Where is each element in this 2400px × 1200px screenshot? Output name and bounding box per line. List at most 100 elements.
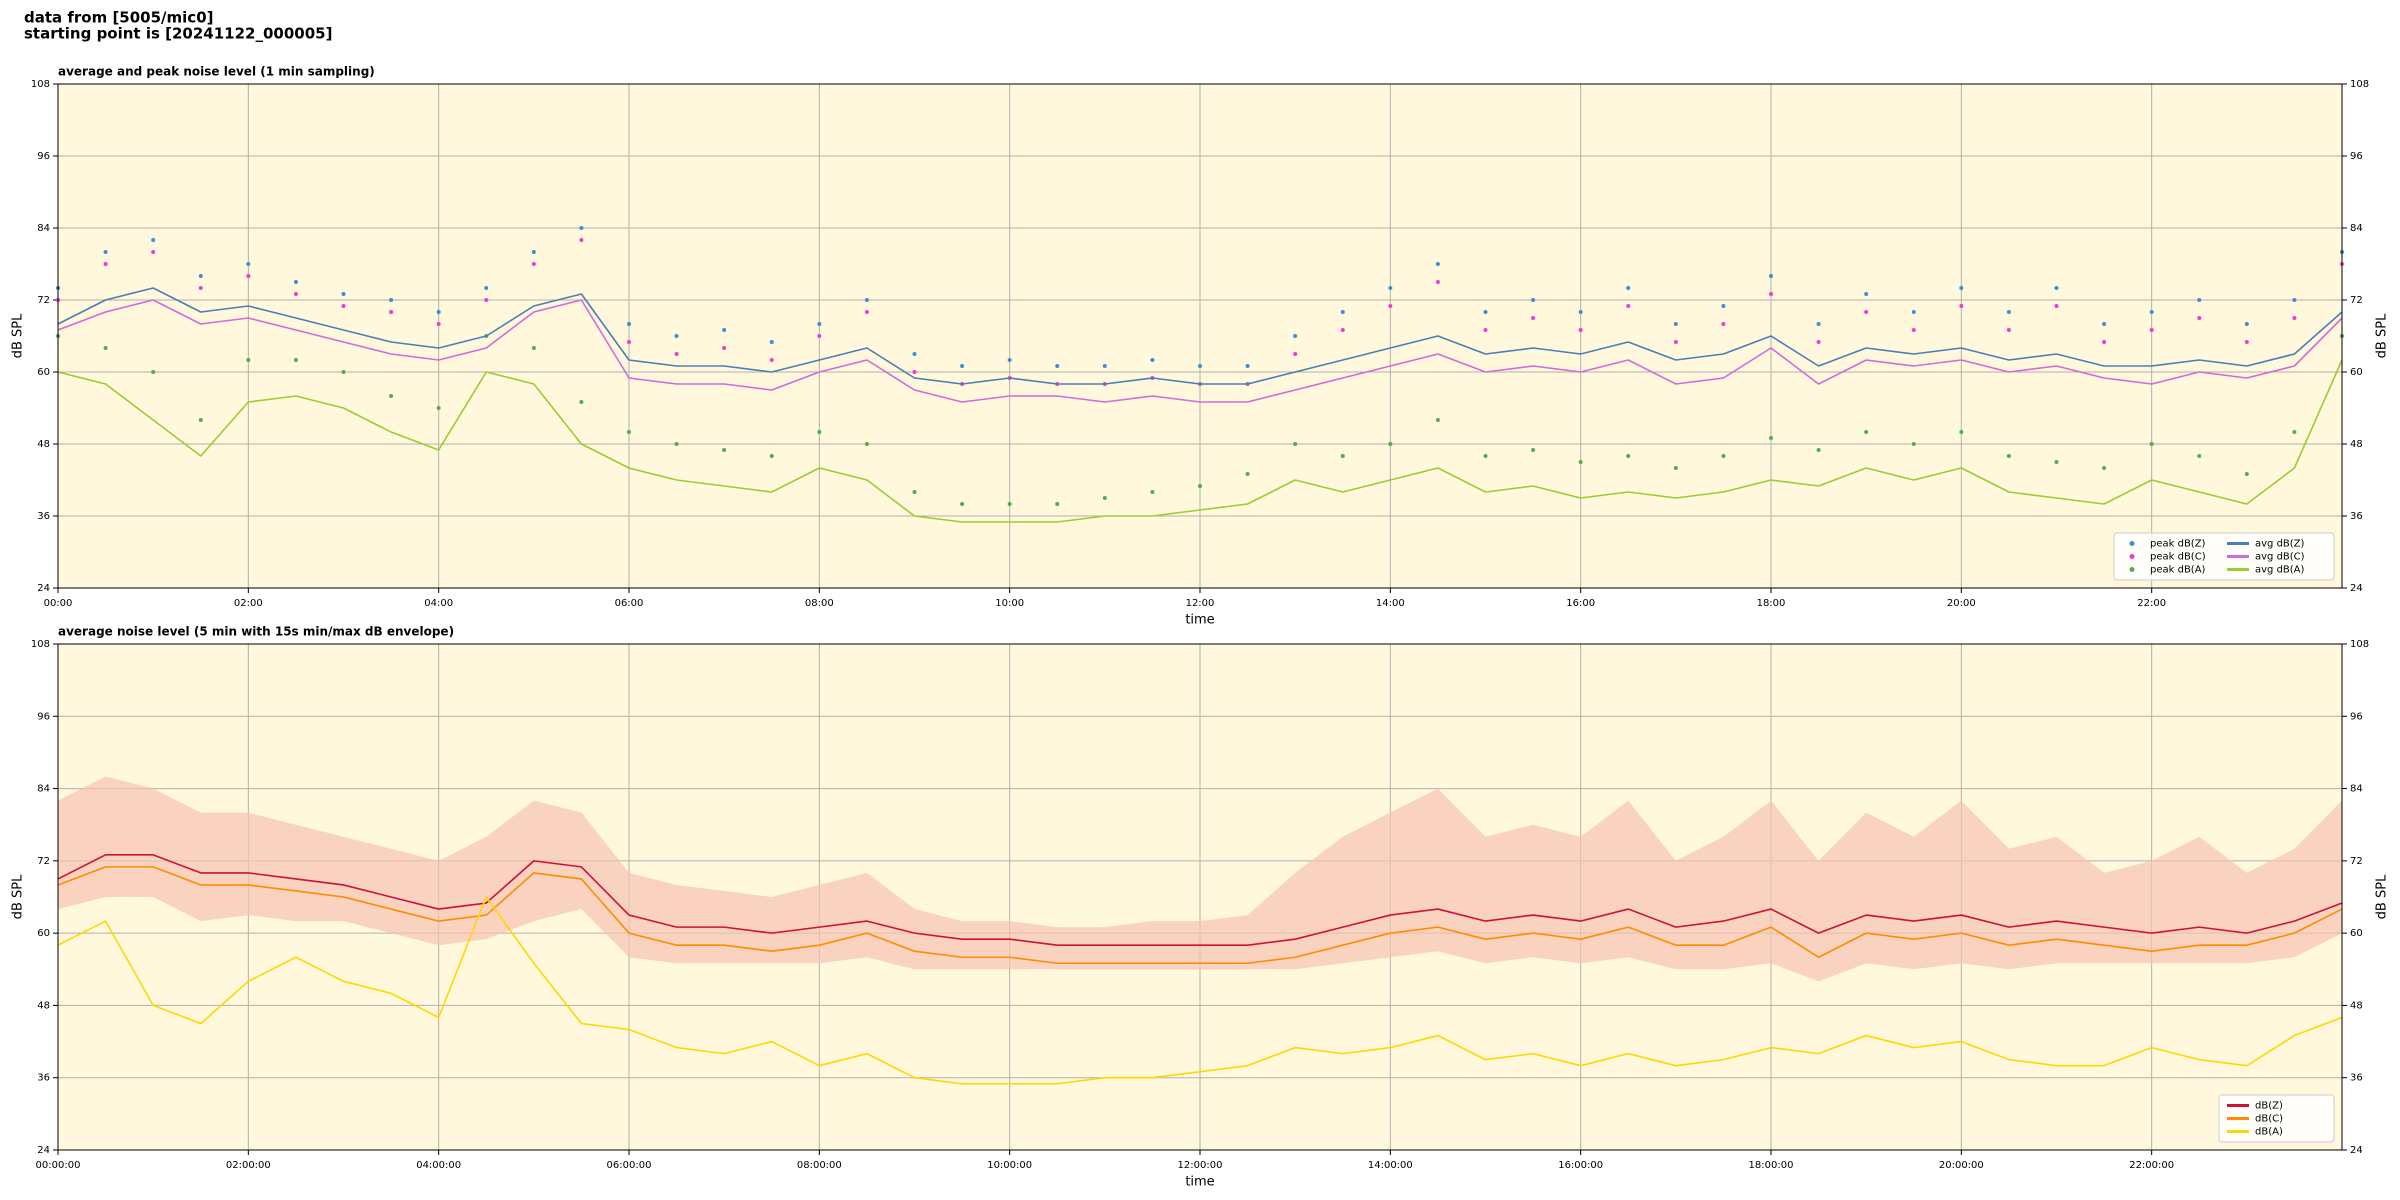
peak-point — [293, 358, 298, 362]
peak-point — [1673, 340, 1678, 344]
peak-point — [1340, 310, 1345, 314]
y2-tick-label: 48 — [2350, 439, 2363, 450]
peak-point — [1578, 328, 1583, 332]
legend-label: peak dB(A) — [2150, 565, 2206, 576]
y2-tick-label: 72 — [2350, 856, 2363, 867]
peak-point — [1150, 490, 1155, 494]
peak-point — [389, 310, 394, 314]
header-line: data from [5005/mic0] — [24, 9, 214, 27]
peak-point — [1626, 286, 1631, 290]
legend-label: avg dB(C) — [2255, 552, 2305, 563]
peak-point — [1388, 286, 1393, 290]
peak-point — [1911, 442, 1916, 446]
peak-point — [1055, 502, 1060, 506]
peak-point — [198, 274, 203, 278]
peak-point — [1864, 310, 1869, 314]
peak-point — [103, 346, 108, 350]
y-tick-label: 48 — [37, 1000, 50, 1011]
y2-tick-label: 84 — [2350, 784, 2363, 795]
peak-point — [2006, 454, 2011, 458]
peak-point — [341, 292, 346, 296]
peak-point — [1435, 262, 1440, 266]
peak-point — [1959, 286, 1964, 290]
chart: average noise level (5 min with 15s min/… — [11, 625, 2390, 1190]
peak-point — [769, 454, 774, 458]
peak-point — [1769, 436, 1773, 440]
peak-point — [1959, 430, 1964, 434]
y-axis-label: dB SPL — [11, 313, 26, 358]
peak-point — [2197, 316, 2202, 320]
peak-point — [722, 328, 727, 332]
x-tick-label: 20:00 — [1947, 598, 1976, 609]
x-tick-label: 10:00 — [995, 598, 1024, 609]
peak-point — [1007, 358, 1012, 362]
peak-point — [2149, 310, 2154, 314]
y-tick-label: 60 — [37, 367, 50, 378]
y2-tick-label: 72 — [2350, 295, 2363, 306]
peak-point — [1816, 340, 1821, 344]
peak-point — [912, 370, 917, 374]
peak-point — [1578, 310, 1583, 314]
peak-point — [246, 262, 251, 266]
peak-point — [1959, 304, 1964, 308]
y-tick-label: 108 — [31, 639, 50, 650]
peak-point — [246, 358, 251, 362]
series-line — [57, 299, 2343, 403]
y-tick-label: 96 — [37, 151, 50, 162]
peak-point — [817, 430, 822, 434]
peak-point — [960, 502, 965, 506]
peak-point — [2244, 322, 2249, 326]
x-tick-label: 00:00:00 — [36, 1160, 81, 1171]
peak-point — [1531, 298, 1536, 302]
peak-point — [1864, 430, 1869, 434]
y2-axis-label: dB SPL — [2375, 874, 2390, 919]
peak-point — [1816, 322, 1821, 326]
y-tick-label: 84 — [37, 223, 50, 234]
peak-point — [864, 298, 869, 302]
legend-label: peak dB(C) — [2150, 552, 2206, 563]
series-line — [57, 359, 2343, 523]
y2-tick-label: 60 — [2350, 928, 2363, 939]
peak-point — [103, 250, 108, 254]
y-tick-label: 60 — [37, 928, 50, 939]
legend-marker — [2129, 567, 2135, 572]
peak-point — [246, 274, 251, 278]
y2-tick-label: 84 — [2350, 223, 2363, 234]
peak-point — [484, 286, 489, 290]
series-line — [57, 896, 2343, 1085]
peak-point — [2054, 286, 2059, 290]
peak-point — [198, 286, 203, 290]
peak-point — [2006, 310, 2011, 314]
peak-point — [912, 490, 917, 494]
peak-point — [1816, 448, 1821, 452]
chart-title: average and peak noise level (1 min samp… — [58, 65, 375, 79]
legend-marker — [2129, 554, 2135, 559]
x-tick-label: 14:00:00 — [1368, 1160, 1413, 1171]
peak-point — [531, 262, 536, 266]
peak-point — [627, 340, 631, 344]
peak-point — [627, 322, 631, 326]
peak-point — [579, 238, 584, 242]
peak-point — [1245, 472, 1250, 476]
peak-point — [1198, 364, 1202, 368]
peak-point — [1626, 304, 1631, 308]
peak-point — [579, 226, 584, 230]
peak-point — [1483, 310, 1488, 314]
peak-point — [436, 322, 441, 326]
peak-point — [1102, 364, 1107, 368]
x-tick-label: 10:00:00 — [987, 1160, 1032, 1171]
peak-point — [2102, 322, 2107, 326]
peak-point — [341, 304, 346, 308]
chart: average and peak noise level (1 min samp… — [11, 65, 2390, 628]
peak-point — [2102, 340, 2107, 344]
peak-point — [627, 430, 631, 434]
peak-point — [864, 442, 869, 446]
envelope-band — [58, 776, 2342, 982]
x-tick-label: 22:00:00 — [2129, 1160, 2174, 1171]
peak-point — [769, 340, 774, 344]
y-tick-label: 108 — [31, 79, 50, 90]
peak-point — [1198, 484, 1202, 488]
y2-tick-label: 96 — [2350, 151, 2363, 162]
x-tick-label: 12:00 — [1186, 598, 1215, 609]
